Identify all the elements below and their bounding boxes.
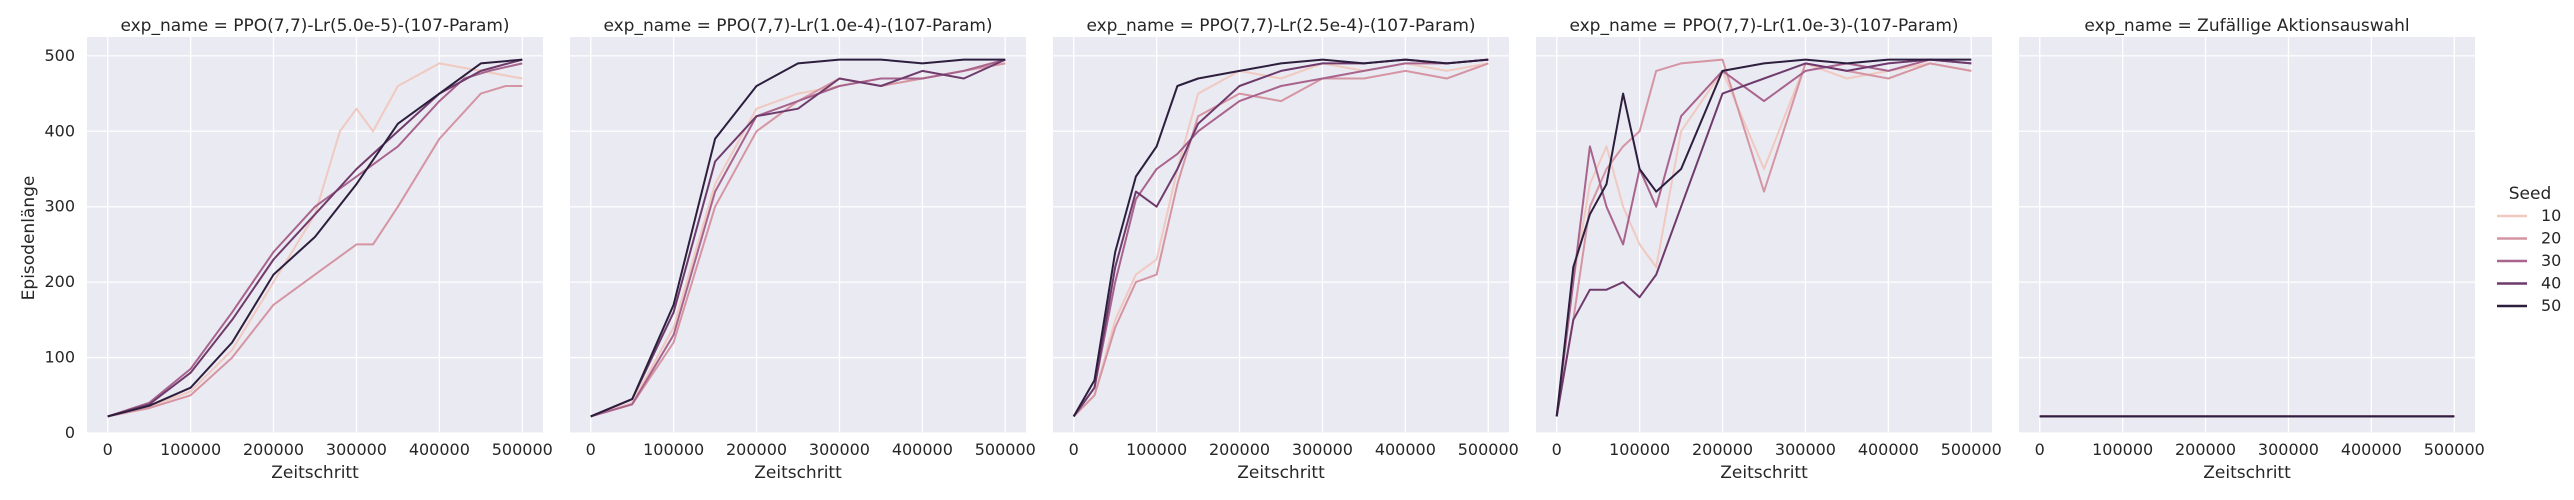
x-tick-label: 400000 [409, 440, 470, 459]
x-tick-label: 200000 [2175, 440, 2236, 459]
series-line-seed-30 [1072, 58, 1489, 417]
y-axis-label: Episodenlänge [19, 176, 39, 301]
x-tick-label: 100000 [1609, 440, 1670, 459]
plot-area [2019, 37, 2475, 433]
y-tick-label: 200 [44, 272, 75, 291]
legend-label: 40 [2541, 274, 2561, 293]
x-tick-label: 500000 [492, 440, 553, 459]
x-tick-label: 500000 [975, 440, 1036, 459]
legend-item: 50 [2497, 296, 2561, 315]
x-tick-label: 500000 [1941, 440, 2002, 459]
series-line-seed-20 [1555, 58, 1972, 417]
facet-panel-4: 0 100000 200000 300000 400000 500000 exp_name … [1536, 16, 2002, 483]
plot-area [570, 37, 1026, 433]
facet-panel-5: 0 100000 200000 300000 400000 500000 exp_name … [2019, 16, 2485, 483]
x-tick-label: 300000 [809, 440, 870, 459]
x-tick-label: 400000 [1858, 440, 1919, 459]
x-tick-label: 400000 [1375, 440, 1436, 459]
x-tick-label: 0 [2035, 440, 2045, 459]
series-line-seed-50 [1555, 58, 1972, 417]
legend-item: 20 [2497, 229, 2561, 248]
facet-panel-3: 0 100000 200000 300000 400000 500000 exp_name … [1053, 16, 1519, 483]
x-axis-label: Zeitschritt [754, 463, 842, 483]
facet-panel-1: 0 100000 200000 300000 400000 500000 0 100 200 30… [44, 16, 552, 483]
legend-label: 30 [2541, 251, 2561, 270]
x-tick-label: 100000 [160, 440, 221, 459]
facet-title: exp_name = PPO(7,7)-Lr(5.0e-5)-(107-Para… [120, 16, 509, 36]
x-axis-label: Zeitschritt [271, 463, 359, 483]
facet-title: exp_name = PPO(7,7)-Lr(1.0e-4)-(107-Para… [603, 16, 992, 36]
plot-area [1536, 37, 1992, 433]
x-tick-label: 300000 [1775, 440, 1836, 459]
y-tick-label: 100 [44, 348, 75, 367]
x-tick-label: 200000 [1209, 440, 1270, 459]
series-line-seed-40 [1555, 58, 1972, 417]
x-tick-label: 100000 [1126, 440, 1187, 459]
series-line-seed-40 [590, 58, 1006, 418]
x-tick-label: 0 [586, 440, 596, 459]
facet-panel-2: 0 100000 200000 300000 400000 500000 exp_name … [570, 16, 1036, 483]
series-line-seed-50 [590, 58, 1006, 418]
facet-title: exp_name = Zufällige Aktionsauswahl [2084, 16, 2409, 36]
x-tick-label: 300000 [326, 440, 387, 459]
x-tick-label: 100000 [2092, 440, 2153, 459]
x-tick-label: 100000 [643, 440, 704, 459]
facet-title: exp_name = PPO(7,7)-Lr(2.5e-4)-(107-Para… [1086, 16, 1475, 36]
y-tick-label: 400 [44, 121, 75, 140]
series-line-seed-40 [107, 58, 523, 418]
legend-label: 50 [2541, 296, 2561, 315]
plot-area [1053, 37, 1509, 433]
series-line-seed-50 [107, 58, 523, 418]
legend-item: 30 [2497, 251, 2561, 270]
y-tick-label: 500 [44, 46, 75, 65]
legend: Seed 10 20 30 40 50 [2497, 184, 2561, 315]
x-tick-label: 400000 [2341, 440, 2402, 459]
x-axis-label: Zeitschritt [1237, 463, 1325, 483]
plot-area [87, 37, 543, 433]
legend-title: Seed [2509, 184, 2552, 204]
x-tick-label: 200000 [726, 440, 787, 459]
x-tick-label: 200000 [1692, 440, 1753, 459]
x-axis-label: Zeitschritt [1720, 463, 1808, 483]
series-line-seed-30 [590, 58, 1006, 418]
x-tick-label: 500000 [1458, 440, 1519, 459]
legend-item: 40 [2497, 274, 2561, 293]
x-tick-label: 500000 [2424, 440, 2485, 459]
legend-label: 20 [2541, 229, 2561, 248]
x-tick-label: 0 [1069, 440, 1079, 459]
x-tick-label: 300000 [1292, 440, 1353, 459]
y-tick-label: 0 [65, 423, 75, 442]
legend-item: 10 [2497, 206, 2561, 225]
legend-label: 10 [2541, 206, 2561, 225]
x-tick-label: 300000 [2258, 440, 2319, 459]
series-line-seed-10 [107, 62, 523, 418]
series-line-seed-50 [1072, 58, 1489, 417]
x-tick-label: 0 [1552, 440, 1562, 459]
series-line-seed-30 [1555, 58, 1972, 417]
series-line-seed-10 [1555, 62, 1972, 417]
x-tick-label: 400000 [892, 440, 953, 459]
x-tick-label: 200000 [243, 440, 304, 459]
x-axis-label: Zeitschritt [2203, 463, 2291, 483]
x-tick-label: 0 [103, 440, 113, 459]
series-line-seed-20 [107, 85, 523, 418]
y-tick-label: 300 [44, 197, 75, 216]
facet-title: exp_name = PPO(7,7)-Lr(1.0e-3)-(107-Para… [1569, 16, 1958, 36]
